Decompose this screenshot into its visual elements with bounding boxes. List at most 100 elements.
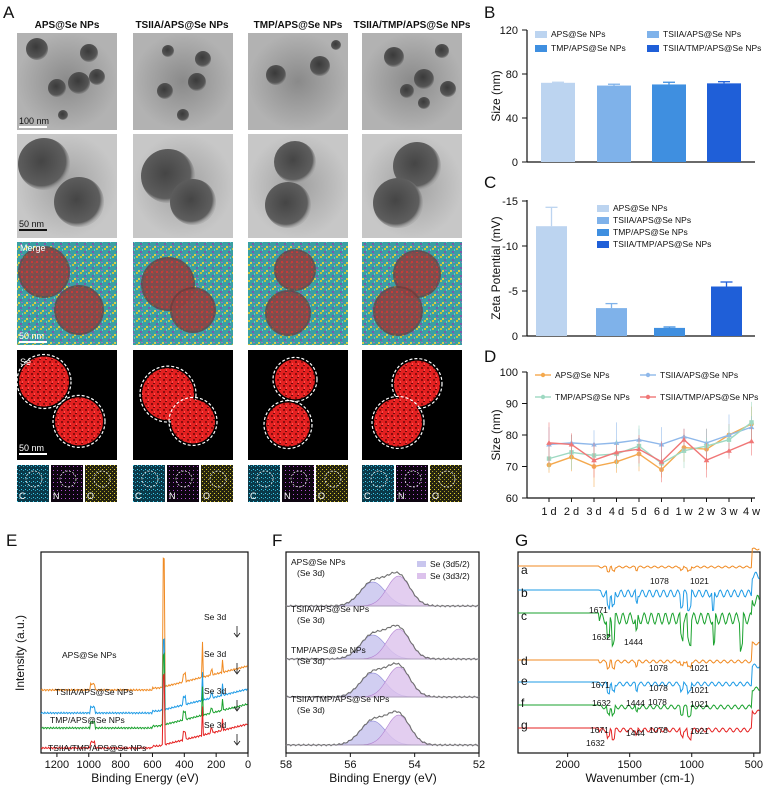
- d-line-1: [548, 426, 752, 446]
- d-point-2-9: [749, 420, 754, 425]
- e-series-label-0: APS@Se NPs: [62, 650, 116, 660]
- f-sub-label-3: (Se 3d): [297, 705, 325, 715]
- se-outline-0-0: [16, 353, 72, 410]
- e-spectrum-0: [40, 557, 248, 692]
- e-se3d-label-0: Se 3d: [204, 612, 226, 622]
- e-xtick-label-1: 1000: [77, 759, 101, 771]
- np-zoom-3-0: [393, 142, 441, 190]
- scale-label-50nm-1: 50 nm: [19, 219, 44, 229]
- e-xtick-label-4: 400: [175, 759, 193, 771]
- d-ylabel: Size (nm): [489, 409, 503, 460]
- element-outline-0-2: [93, 470, 111, 488]
- np-zoom-0-0: [18, 138, 70, 190]
- e-se3d-label-3: Se 3d: [204, 720, 226, 730]
- g-spectrum-3: [518, 641, 760, 670]
- np-0-3: [48, 79, 66, 97]
- g-xtick-label-0: 2000: [555, 759, 579, 771]
- b-bar-1: [597, 85, 631, 162]
- d-xtick-label-2: 3 d: [586, 506, 601, 518]
- d-point-3-1: [568, 441, 575, 447]
- c-ytick-label-1: -5: [508, 286, 518, 298]
- d-legend-0: APS@Se NPs: [555, 370, 609, 380]
- g-spectrum-0: [518, 547, 760, 573]
- tem-overview-2: [248, 33, 348, 130]
- panel-letter-e: E: [6, 531, 17, 550]
- element-label-3-1: N: [398, 491, 405, 501]
- element-outline-1-2: [209, 470, 227, 488]
- d-xtick-label-4: 5 d: [631, 506, 646, 518]
- element-label-3-2: O: [432, 491, 439, 501]
- merge-np-dots-0-1: [56, 287, 102, 333]
- b-legend-3: TSIIA/TMP/APS@Se NPs: [663, 43, 761, 53]
- g-annotation-16: 1444: [626, 728, 645, 738]
- c-legend-swatch-1: [597, 217, 609, 224]
- d-ytick-label-1: 70: [506, 462, 518, 474]
- np-zoom-2-0: [274, 141, 316, 183]
- se-np-3-1: [374, 398, 422, 447]
- e-arrowhead-2: [233, 706, 241, 712]
- g-annotation-18: 1021: [690, 726, 709, 736]
- e-xtick-label-2: 800: [111, 759, 129, 771]
- d-xtick-label-3: 4 d: [609, 506, 624, 518]
- c-legend-swatch-2: [597, 229, 609, 236]
- element-outline-2-0: [256, 470, 274, 488]
- b-legend-2: TMP/APS@Se NPs: [551, 43, 626, 53]
- b-ytick-label-0: 0: [512, 157, 518, 169]
- np-3-4: [440, 81, 456, 97]
- np-0-5: [58, 110, 68, 120]
- e-xlabel: Binding Energy (eV): [91, 771, 198, 785]
- e-se3d-label-1: Se 3d: [204, 649, 226, 659]
- e-xtick-label-0: 1200: [45, 759, 69, 771]
- g-series-label-6: g: [521, 718, 528, 732]
- scale-bar-50nm-1: [19, 229, 47, 231]
- d-point-3-7: [703, 457, 710, 463]
- panel-e-xps-survey: Intensity (a.u.) Binding Energy (eV) 120…: [13, 551, 251, 785]
- d-xtick-label-0: 1 d: [541, 506, 556, 518]
- e-series-label-1: TSIIA/APS@Se NPs: [55, 687, 133, 697]
- scale-label-50nm-3: 50 nm: [19, 443, 44, 453]
- g-annotation-15: 1632: [586, 738, 605, 748]
- f-xtick-label-3: 52: [473, 759, 485, 771]
- g-spectrum-5: [518, 686, 760, 718]
- b-legend-swatch-1: [647, 31, 659, 38]
- np-3-3: [400, 84, 414, 98]
- g-spectrum-6: [518, 709, 760, 742]
- np-3-5: [418, 97, 430, 109]
- f-series-label-0: APS@Se NPs: [291, 557, 345, 567]
- g-annotation-9: 1021: [690, 685, 709, 695]
- element-outline-3-2: [438, 470, 456, 488]
- d-point-3-8: [726, 447, 732, 453]
- d-point-3-2: [591, 457, 597, 463]
- np-1-0: [162, 45, 174, 57]
- f-fit-0: [285, 571, 480, 608]
- e-spectrum-2: [40, 652, 248, 731]
- f-legend-swatch-0: [417, 561, 426, 567]
- se-outline-2-1: [263, 399, 313, 450]
- element-label-2-1: N: [284, 491, 291, 501]
- g-series-label-1: b: [521, 586, 528, 600]
- panel-a: APS@Se NPs TSIIA/APS@Se NPs TMP/APS@Se N…: [16, 20, 471, 502]
- d-xtick-label-7: 2 w: [698, 506, 715, 518]
- panel-letter-d: D: [484, 347, 496, 366]
- e-xtick-label-3: 600: [143, 759, 161, 771]
- d-ytick-label-4: 100: [500, 367, 518, 379]
- se-outline-1-1: [168, 396, 218, 446]
- se-np-2-0: [275, 359, 315, 400]
- g-xtick-label-3: 500: [745, 759, 763, 771]
- g-xtick-label-1: 1500: [617, 759, 641, 771]
- np-3-1: [435, 44, 449, 58]
- element-label-1-1: N: [169, 491, 176, 501]
- f-legend-0: Se (3d5/2): [430, 559, 470, 569]
- panel-letter-b: B: [484, 3, 495, 22]
- d-ytick-label-3: 90: [506, 399, 518, 411]
- c-legend-3: TSIIA/TMP/APS@Se NPs: [613, 239, 711, 249]
- scale-bar-100nm: [19, 126, 47, 128]
- f-sub-label-1: (Se 3d): [297, 615, 325, 625]
- e-xtick-label-5: 200: [207, 759, 225, 771]
- b-ylabel: Size (nm): [489, 70, 503, 121]
- element-label-0-0: C: [19, 491, 26, 501]
- d-line-3: [548, 438, 752, 463]
- c-ytick-label-3: -15: [502, 196, 518, 208]
- d-legend-mark-1: [645, 372, 651, 378]
- np-zoom-0-1: [54, 177, 104, 227]
